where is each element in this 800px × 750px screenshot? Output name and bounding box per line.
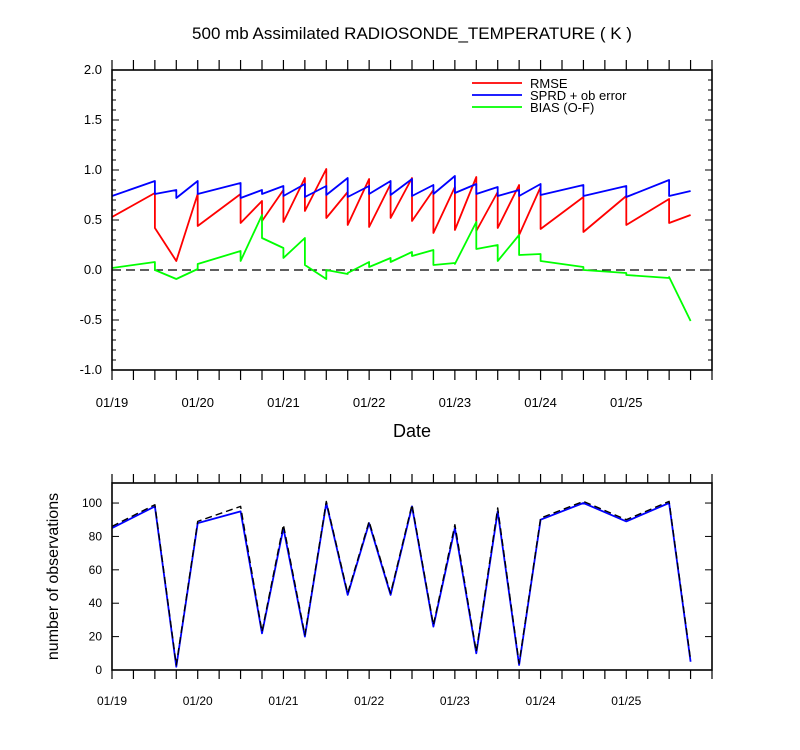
x-tick-label: 01/19	[96, 395, 129, 410]
y-tick-label: 60	[89, 563, 103, 577]
series-line-0	[111, 502, 692, 668]
y-tick-label: 100	[82, 496, 102, 510]
series-line-1	[111, 175, 691, 199]
y-tick-label: 2.0	[84, 62, 102, 77]
y-tick-label: 0.0	[84, 262, 102, 277]
y-tick-label: 40	[89, 596, 103, 610]
top-panel: -1.0 -0.5 0.0 0.5 1.0 1.5 2.0 01/19 01/20 01/21 01…	[80, 60, 713, 441]
y-tick-label: 80	[89, 529, 103, 543]
y-tick-label: 1.5	[84, 112, 102, 127]
legend-label-0: RMSE	[530, 76, 568, 91]
legend-label-2: BIAS (O-F)	[530, 100, 594, 115]
x-tick-label: 01/25	[610, 395, 643, 410]
x-tick-label: 01/21	[268, 694, 298, 708]
x-tick-label: 01/19	[97, 694, 127, 708]
y-tick-label: 20	[89, 630, 103, 644]
legend-label-1: SPRD + ob error	[530, 88, 627, 103]
x-tick-label: 01/20	[183, 694, 213, 708]
x-tick-label: 01/21	[267, 395, 300, 410]
bottom-panel: 0 20 40 60 80 100 01/19 01/20 01/21 01/22 01/23 01/…	[45, 474, 713, 708]
x-tick-label: 01/24	[526, 694, 556, 708]
x-tick-label: 01/22	[354, 694, 384, 708]
series-line-1	[111, 500, 692, 666]
series-line-0	[111, 168, 691, 262]
x-tick-label: 01/25	[611, 694, 641, 708]
series-line-2	[111, 214, 692, 322]
x-axis-title: Date	[393, 421, 431, 441]
y-axis-title: number of observations	[45, 493, 62, 660]
x-tick-label: 01/24	[524, 395, 557, 410]
y-tick-label: 1.0	[84, 162, 102, 177]
x-tick-label: 01/23	[439, 395, 472, 410]
chart-title: 500 mb Assimilated RADIOSONDE_TEMPERATUR…	[192, 24, 632, 43]
x-tick-label: 01/22	[353, 395, 386, 410]
y-tick-label: 0	[95, 663, 102, 677]
y-tick-label: -1.0	[80, 362, 102, 377]
x-tick-label: 01/20	[181, 395, 214, 410]
y-tick-label: -0.5	[80, 312, 102, 327]
x-tick-label: 01/23	[440, 694, 470, 708]
y-tick-label: 0.5	[84, 212, 102, 227]
